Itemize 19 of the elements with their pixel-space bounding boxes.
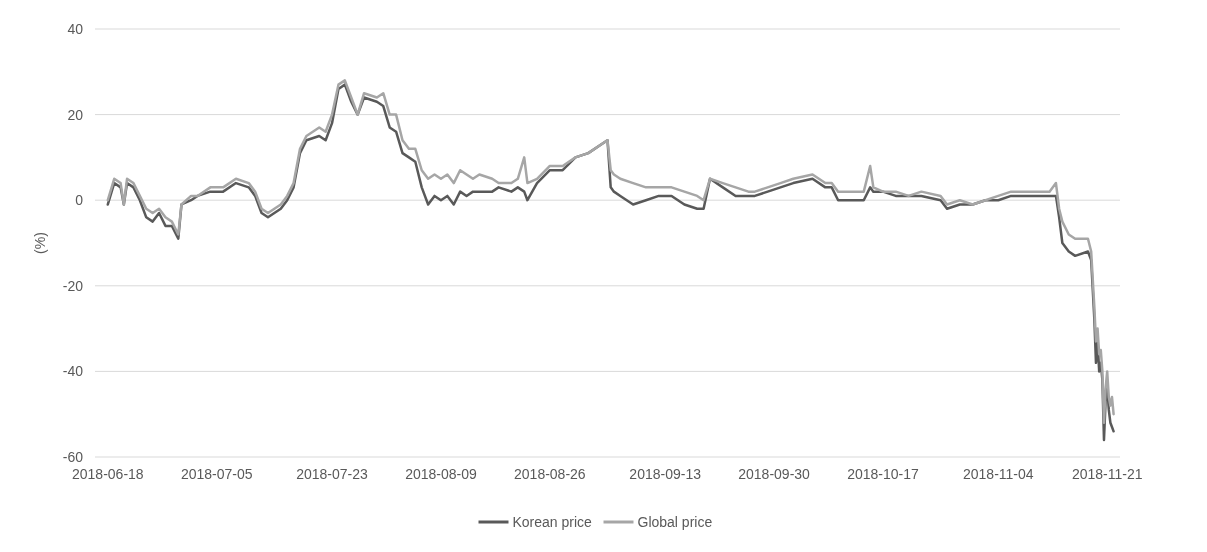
y-tick-label: 40: [67, 20, 84, 37]
x-tick-label: 2018-09-13: [629, 466, 702, 482]
legend-label: Global price: [637, 513, 713, 530]
y-tick-label: 0: [75, 192, 84, 209]
x-tick-label: 2018-06-18: [72, 466, 144, 482]
y-axis-title: (%): [32, 232, 48, 254]
y-tick-label: -40: [62, 363, 84, 380]
y-tick-label: -60: [62, 448, 84, 465]
x-tick-label: 2018-10-17: [847, 466, 919, 482]
legend-label: Korean price: [512, 513, 593, 530]
x-tick-label: 2018-11-21: [1071, 466, 1143, 482]
x-tick-label: 2018-11-04: [962, 466, 1034, 482]
x-tick-label: 2018-09-30: [738, 466, 811, 482]
x-tick-label: 2018-08-09: [405, 466, 477, 482]
x-tick-label: 2018-08-26: [514, 466, 586, 482]
x-tick-label: 2018-07-05: [180, 466, 253, 482]
y-tick-label: -20: [62, 277, 84, 294]
y-tick-label: 20: [67, 106, 84, 123]
x-tick-label: 2018-07-23: [296, 466, 369, 482]
